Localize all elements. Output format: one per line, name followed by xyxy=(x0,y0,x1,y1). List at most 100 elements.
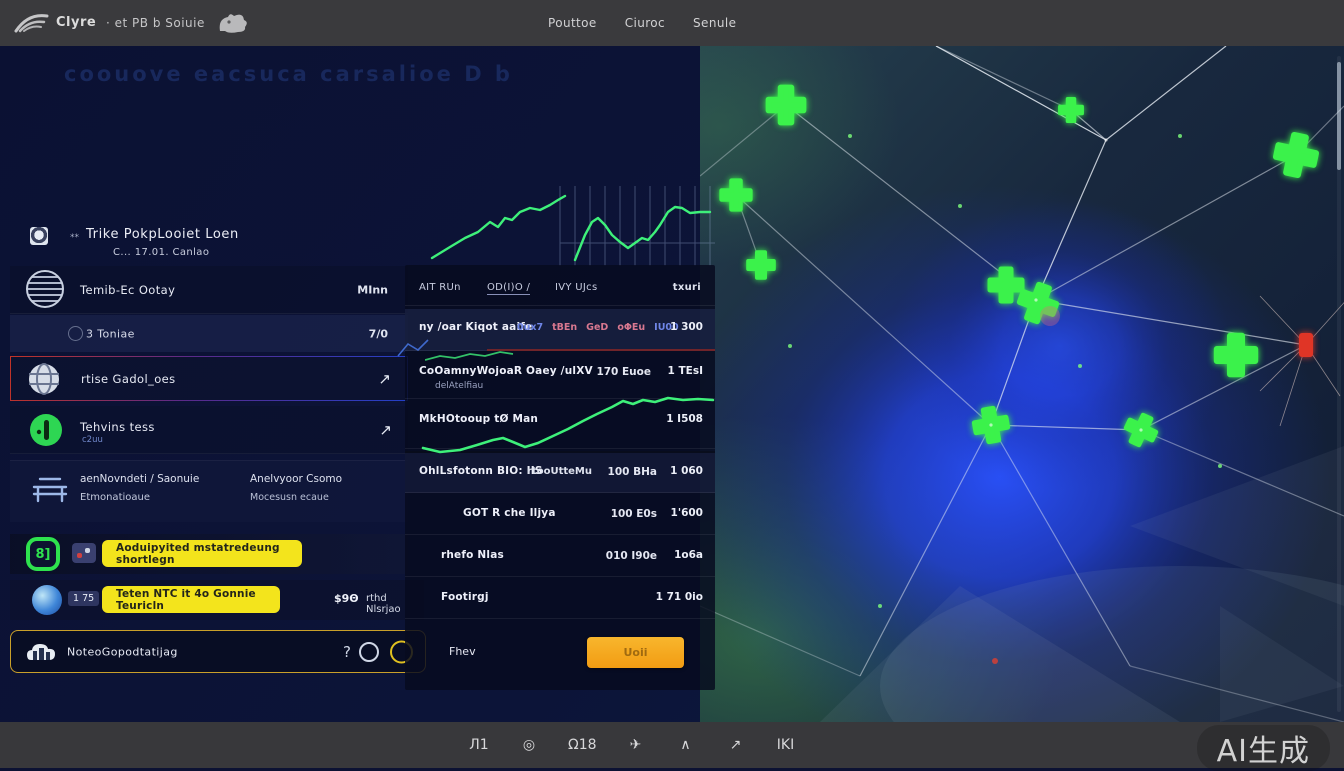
header-marker: ⁎⁎ xyxy=(70,230,79,240)
playlist-header: ⁎⁎ Trike PokpLooiet Loen C... 17.01. Can… xyxy=(18,226,398,268)
list-row-selected[interactable]: rtise Gadol_oes ↗ xyxy=(10,356,408,401)
nav-item-0[interactable]: Pouttoe xyxy=(548,16,597,30)
market-header-col3[interactable]: IVY UJcs xyxy=(555,282,598,293)
market-icon[interactable]: IKI xyxy=(776,737,795,753)
market-header-col2[interactable]: OD(I)O / xyxy=(487,282,531,295)
market-panel: AIT RUn OD(I)O / IVY UJcs txuri ny /oar … xyxy=(405,265,715,690)
playlist-title: Trike PokpLooiet Loen xyxy=(86,227,239,242)
tag: tBEn xyxy=(552,322,578,333)
mini-squiggle-chart xyxy=(425,351,514,361)
market-row-sublabel: delAtelfiau xyxy=(435,381,484,391)
tag: IU00 xyxy=(654,322,679,333)
market-row-label: Footirgj xyxy=(441,591,489,603)
market-row[interactable]: MkHOtooup tØ Man 1 I508 xyxy=(405,401,715,449)
tag: 0ux7 xyxy=(517,322,544,333)
list-row-trade[interactable]: Tehvins tess c2uu ↗ xyxy=(10,406,408,454)
brand-name[interactable]: Clyre xyxy=(56,15,97,30)
blue-squiggle-chart xyxy=(397,339,429,357)
market-row-mid: rtooUtteMu xyxy=(527,466,592,477)
workbench-col1-title: aenNovndeti / Saonuie xyxy=(80,473,200,485)
market-footer-label: Fhev xyxy=(449,645,476,658)
workbench-col1-sub: Etmonatioaue xyxy=(80,492,150,503)
workbench-col2-sub: Mocesusn ecaue xyxy=(250,492,329,503)
list-row-city[interactable]: NoteoGopodtatijag ? xyxy=(10,630,426,673)
bench-icon xyxy=(32,477,68,503)
row-label: Temib-Ec Ootay xyxy=(80,282,176,297)
workbench-col2-title: Anelvyoor Csomo xyxy=(250,473,343,485)
market-row-value: 1 TEsI xyxy=(667,365,703,377)
stats-icon[interactable]: Ω18 xyxy=(568,737,597,753)
market-row-value: 1 I508 xyxy=(666,413,703,425)
market-row-value: 1 060 xyxy=(670,465,703,477)
tag: oΦEu xyxy=(617,322,646,333)
row-sublabel: c2uu xyxy=(82,435,103,445)
nav-item-2[interactable]: Senule xyxy=(693,16,737,30)
row-label: NoteoGopodtatijag xyxy=(67,645,178,658)
red-dot xyxy=(992,658,998,664)
emblem-icon xyxy=(26,270,64,308)
nav-item-1[interactable]: Ciuroc xyxy=(624,16,666,30)
jet-icon[interactable]: ✈ xyxy=(629,737,642,753)
globe-icon xyxy=(29,363,59,395)
market-row[interactable]: OhlLsfotonn BIO: IIS rtooUtteMu 100 BHa … xyxy=(405,451,715,493)
mascot-logo-icon[interactable] xyxy=(216,11,248,35)
market-tags: 0ux7 tBEn GeD oΦEu IU00 xyxy=(517,322,679,333)
trend-arrow-icon[interactable]: ↗ xyxy=(379,420,392,439)
blue-squiggle-line xyxy=(397,339,429,357)
price-history-chart xyxy=(430,186,715,266)
confirm-button[interactable]: Uoii xyxy=(587,637,684,668)
shortlist-action-button[interactable]: Aoduipyited mstatredeung shortlegn xyxy=(102,540,302,567)
market-header-value: txuri xyxy=(672,282,701,293)
list-row-workbench[interactable]: aenNovndeti / Saonuie Etmonatioaue Anelv… xyxy=(10,460,408,522)
ai-watermark: AI生成 xyxy=(1196,725,1330,771)
mini-squiggle-line xyxy=(425,351,514,361)
blade-icon[interactable]: Л1 xyxy=(469,737,489,753)
red-node[interactable] xyxy=(1299,333,1313,357)
bottom-toolbar: Л1 ◎ Ω18 ✈ ∧ ↗ IKI xyxy=(468,722,797,768)
market-row-label: GOT R che Iljya xyxy=(463,507,556,519)
scrollbar-track[interactable] xyxy=(1337,56,1341,712)
chart-gridlines xyxy=(559,186,715,266)
person-icon[interactable]: ↗ xyxy=(729,737,742,753)
camera-icon[interactable]: ◎ xyxy=(522,737,536,753)
trend-arrow-icon[interactable]: ↗ xyxy=(378,369,391,388)
list-row-tokens[interactable]: 3 Toniae 7/0 xyxy=(10,315,408,352)
green-orb-icon xyxy=(30,414,62,446)
joint-dots xyxy=(989,138,1143,432)
row-value: 7/0 xyxy=(368,327,388,340)
market-row-qty: 100 E0s xyxy=(610,508,657,520)
mission-action-button[interactable]: Teten NTC it 4o Gonnie Teuricln xyxy=(102,586,280,613)
market-row[interactable]: ny /oar Kiqot aaife 0ux7 tBEn GeD oΦEu I… xyxy=(405,309,715,351)
tag: GeD xyxy=(586,322,609,333)
market-row[interactable]: rhefo Nlas 010 I90e 1o6a xyxy=(405,537,715,577)
market-row-label: ny /oar Kiqot aaife xyxy=(419,321,533,333)
market-row-label: OhlLsfotonn BIO: IIS xyxy=(419,465,543,477)
row-value: MInn xyxy=(357,283,388,296)
chart-line-segment-1 xyxy=(430,194,567,260)
background-title: coouove eacsuca carsalioe D b xyxy=(64,62,513,86)
cursor-icon[interactable]: ∧ xyxy=(680,737,691,753)
market-row[interactable]: Footirgj 1 71 0io xyxy=(405,579,715,619)
price-note: rthd Nlsrjao xyxy=(366,593,401,615)
row-label: Tehvins tess xyxy=(80,420,155,434)
market-header: AIT RUn OD(I)O / IVY UJcs txuri xyxy=(405,273,715,306)
market-row-value: 1'600 xyxy=(670,507,703,519)
help-icon[interactable]: ? xyxy=(343,642,351,661)
token-icon xyxy=(68,326,83,341)
planet-icon xyxy=(32,585,62,615)
level-badge: 8] xyxy=(26,537,60,571)
count-badge: 1 75 xyxy=(68,591,100,606)
market-row[interactable]: GOT R che Iljya 100 E0s 1'600 xyxy=(405,495,715,535)
price-label: $9Θ xyxy=(334,592,359,605)
market-row-label: MkHOtooup tØ Man xyxy=(419,413,539,425)
top-bar: Clyre · et PB b Soiuie Pouttoe Ciuroc Se… xyxy=(0,0,1344,46)
brand-logo-icon[interactable] xyxy=(14,9,50,37)
market-header-col1[interactable]: AIT RUn xyxy=(419,282,461,293)
chart-line-segment-2 xyxy=(573,205,712,262)
scrollbar-thumb[interactable] xyxy=(1337,62,1341,170)
market-row[interactable]: CoOamnyWojoaR Oaey /ulXV delAtelfiau 170… xyxy=(405,353,715,399)
market-row-value: 1o6a xyxy=(674,549,703,561)
circle-toggle-icon[interactable] xyxy=(359,641,379,662)
list-row-economy[interactable]: Temib-Ec Ootay MInn xyxy=(10,266,408,314)
bottom-bar: Л1 ◎ Ω18 ✈ ∧ ↗ IKI AI生成 xyxy=(0,722,1344,771)
